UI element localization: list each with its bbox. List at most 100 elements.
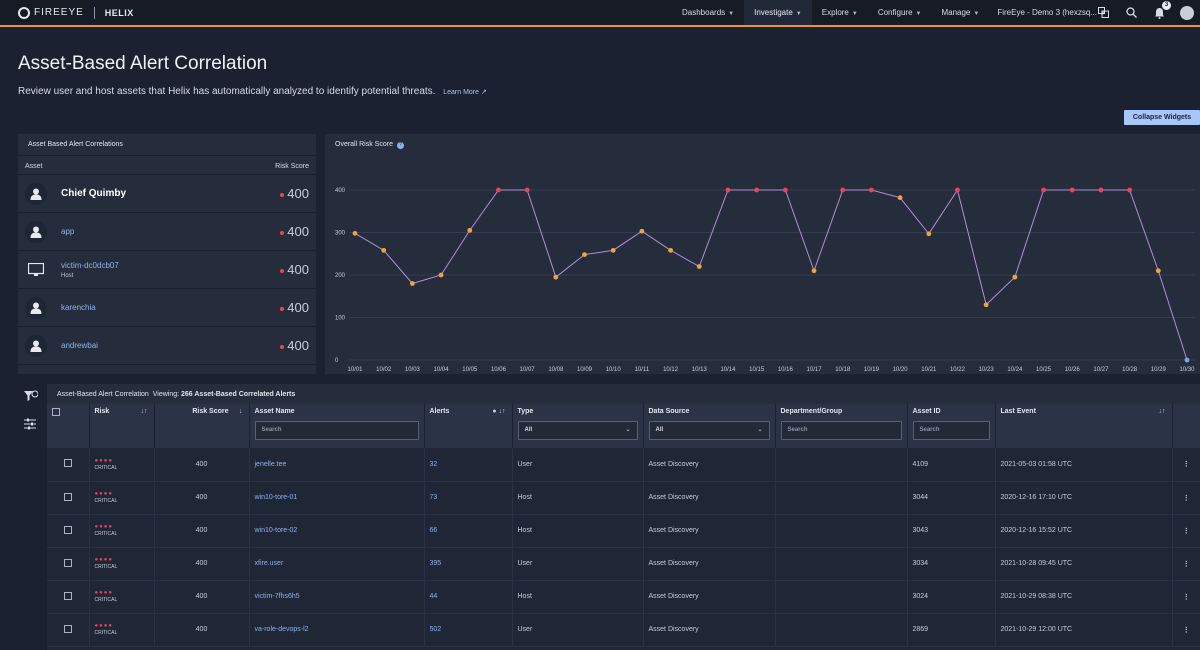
risk-cell: ●●●● CRITICAL: [89, 580, 155, 614]
asset-name-link[interactable]: app: [61, 227, 75, 236]
risk-header[interactable]: Risk ↓↑: [89, 404, 155, 448]
asset-name-link[interactable]: xfire.user: [249, 547, 425, 581]
search-icon[interactable]: [1124, 6, 1138, 20]
department-search-input[interactable]: Search: [780, 421, 902, 440]
row-actions-kebab-icon[interactable]: ⋮: [1172, 448, 1200, 482]
risk-score-header[interactable]: Risk Score ↓: [154, 404, 250, 448]
alerts-count-link[interactable]: 32: [424, 448, 513, 482]
x-tick-label: 10/06: [491, 367, 507, 373]
sort-icon[interactable]: ↓↑: [140, 408, 148, 415]
x-tick-label: 10/11: [635, 367, 650, 373]
x-tick-label: 10/21: [921, 367, 937, 373]
learn-more-link[interactable]: Learn More ↗: [443, 89, 487, 96]
alerts-count-link[interactable]: 44: [424, 580, 513, 614]
asset-row[interactable]: app 400: [18, 213, 316, 251]
alerts-count-link[interactable]: 395: [424, 547, 513, 581]
table-row[interactable]: ●●●● CRITICAL 400 jenelle.tee 32 User Asset Di…: [47, 448, 1200, 482]
asset-name-link[interactable]: win10-tore-01: [249, 481, 425, 515]
asset-info: victim-dc0dcb07 Host: [61, 261, 119, 279]
asset-id-cell: 3024: [907, 580, 996, 614]
user-avatar[interactable]: [1180, 5, 1194, 20]
data-point: [639, 228, 645, 234]
asset-name-link[interactable]: andrewbai: [61, 341, 98, 350]
last-event-cell: 2020-12-16 15:52 UTC: [995, 514, 1173, 548]
risk-label: CRITICAL: [94, 597, 118, 603]
row-actions-kebab-icon[interactable]: ⋮: [1172, 613, 1200, 647]
help-icon[interactable]: ?: [396, 142, 404, 149]
asset-list: Chief Quimby 400 app 400 victim-dc0dcb07 Host…: [18, 175, 316, 365]
sort-desc-icon[interactable]: ↓: [239, 408, 243, 415]
nav-configure[interactable]: Configure ▼: [868, 0, 932, 25]
risk-dot-icon: [280, 344, 285, 349]
table-row[interactable]: ●●●● CRITICAL 400 xfire.user 395 User Asset Di…: [47, 547, 1200, 581]
table-row[interactable]: ●●●● CRITICAL 400 win10-tore-02 66 Host Asset …: [47, 514, 1200, 548]
table-row[interactable]: ●●●● CRITICAL 400 win10-tore-01 73 Host Asset …: [47, 481, 1200, 515]
asset-name-link[interactable]: victim-7fhs6h5: [249, 580, 425, 614]
row-actions-kebab-icon[interactable]: ⋮: [1172, 547, 1200, 581]
nav-investigate[interactable]: Investigate ▼: [744, 0, 812, 25]
row-checkbox[interactable]: [63, 624, 72, 633]
data-point: [955, 187, 960, 193]
x-tick-label: 10/19: [864, 367, 880, 373]
row-actions-kebab-icon[interactable]: ⋮: [1172, 514, 1200, 548]
filter-icon[interactable]: [24, 389, 39, 407]
row-checkbox[interactable]: [63, 459, 72, 468]
nav-investigate-label: Investigate: [754, 8, 793, 17]
asset-row[interactable]: victim-dc0dcb07 Host 400: [18, 251, 316, 289]
row-checkbox[interactable]: [63, 591, 72, 600]
asset-name-link[interactable]: win10-tore-02: [249, 514, 425, 548]
type-filter-select[interactable]: All ⌄: [517, 421, 638, 440]
apps-switch-icon[interactable]: [1096, 6, 1110, 20]
alerts-count-link[interactable]: 66: [424, 514, 513, 548]
alerts-count-link[interactable]: 502: [424, 613, 513, 647]
row-actions-kebab-icon[interactable]: ⋮: [1172, 580, 1200, 614]
alerts-count-link[interactable]: 73: [424, 481, 513, 515]
fireeye-logo[interactable]: FIREEYE HELIX: [18, 6, 134, 19]
data-point: [1069, 187, 1075, 193]
data-source-cell: Asset Discovery: [643, 580, 776, 614]
asset-name-link[interactable]: karenchia: [61, 303, 96, 312]
asset-row[interactable]: Chief Quimby 400: [18, 175, 316, 213]
data-source-filter-select[interactable]: All ⌄: [648, 421, 770, 440]
nav-manage[interactable]: Manage ▼: [931, 0, 989, 25]
data-point: [1012, 274, 1018, 280]
asset-row[interactable]: andrewbai 400: [18, 327, 316, 365]
type-header[interactable]: Type All ⌄: [512, 404, 644, 448]
asset-id-search-input[interactable]: Search: [912, 421, 990, 440]
row-actions-kebab-icon[interactable]: ⋮: [1172, 481, 1200, 515]
x-tick-label: 10/22: [950, 367, 966, 373]
asset-name-header[interactable]: Asset Name Search: [249, 404, 425, 448]
y-tick-label: 0: [335, 358, 339, 364]
asset-name-link[interactable]: victim-dc0dcb07: [61, 260, 119, 270]
asset-name-link[interactable]: jenelle.tee: [249, 448, 425, 482]
column-settings-icon[interactable]: [24, 417, 38, 435]
sort-icon[interactable]: ● ↓↑: [492, 408, 506, 415]
sort-icon[interactable]: ↓↑: [1158, 408, 1166, 415]
row-checkbox[interactable]: [63, 492, 72, 501]
department-header[interactable]: Department/Group Search: [775, 404, 908, 448]
bell-icon[interactable]: 3: [1152, 0, 1171, 20]
asset-name-link[interactable]: Chief Quimby: [61, 188, 127, 199]
last-event-header[interactable]: Last Event ↓↑: [995, 404, 1173, 448]
table-row[interactable]: ●●●● CRITICAL 400 victim-7fhs6h5 44 Host Asset…: [47, 580, 1200, 614]
row-checkbox[interactable]: [63, 525, 72, 534]
data-point: [869, 187, 874, 193]
asset-name-link[interactable]: va-role-devops-l2: [249, 613, 425, 647]
user-icon: [25, 182, 47, 205]
risk-score-cell: 400: [154, 547, 250, 581]
table-row[interactable]: ●●●● CRITICAL 400 va-role-devops-l2 502 User A…: [47, 613, 1200, 647]
asset-row[interactable]: karenchia 400: [18, 289, 316, 327]
data-source-header[interactable]: Data Source All ⌄: [643, 404, 776, 448]
row-checkbox[interactable]: [63, 558, 72, 567]
select-all-checkbox[interactable]: [52, 408, 60, 416]
row-select-cell: [47, 613, 90, 647]
risk-label: CRITICAL: [94, 531, 118, 537]
nav-explore[interactable]: Explore ▼: [812, 0, 868, 25]
asset-name-search-input[interactable]: Search: [254, 421, 419, 440]
collapse-widgets-button[interactable]: Collapse Widgets: [1124, 110, 1200, 125]
asset-id-header[interactable]: Asset ID Search: [907, 404, 996, 448]
widget-title: Asset Based Alert Correlations: [18, 134, 316, 156]
nav-dashboards[interactable]: Dashboards ▼: [672, 0, 744, 25]
alerts-header[interactable]: Alerts ● ↓↑: [424, 404, 513, 448]
x-tick-label: 10/17: [807, 367, 823, 373]
